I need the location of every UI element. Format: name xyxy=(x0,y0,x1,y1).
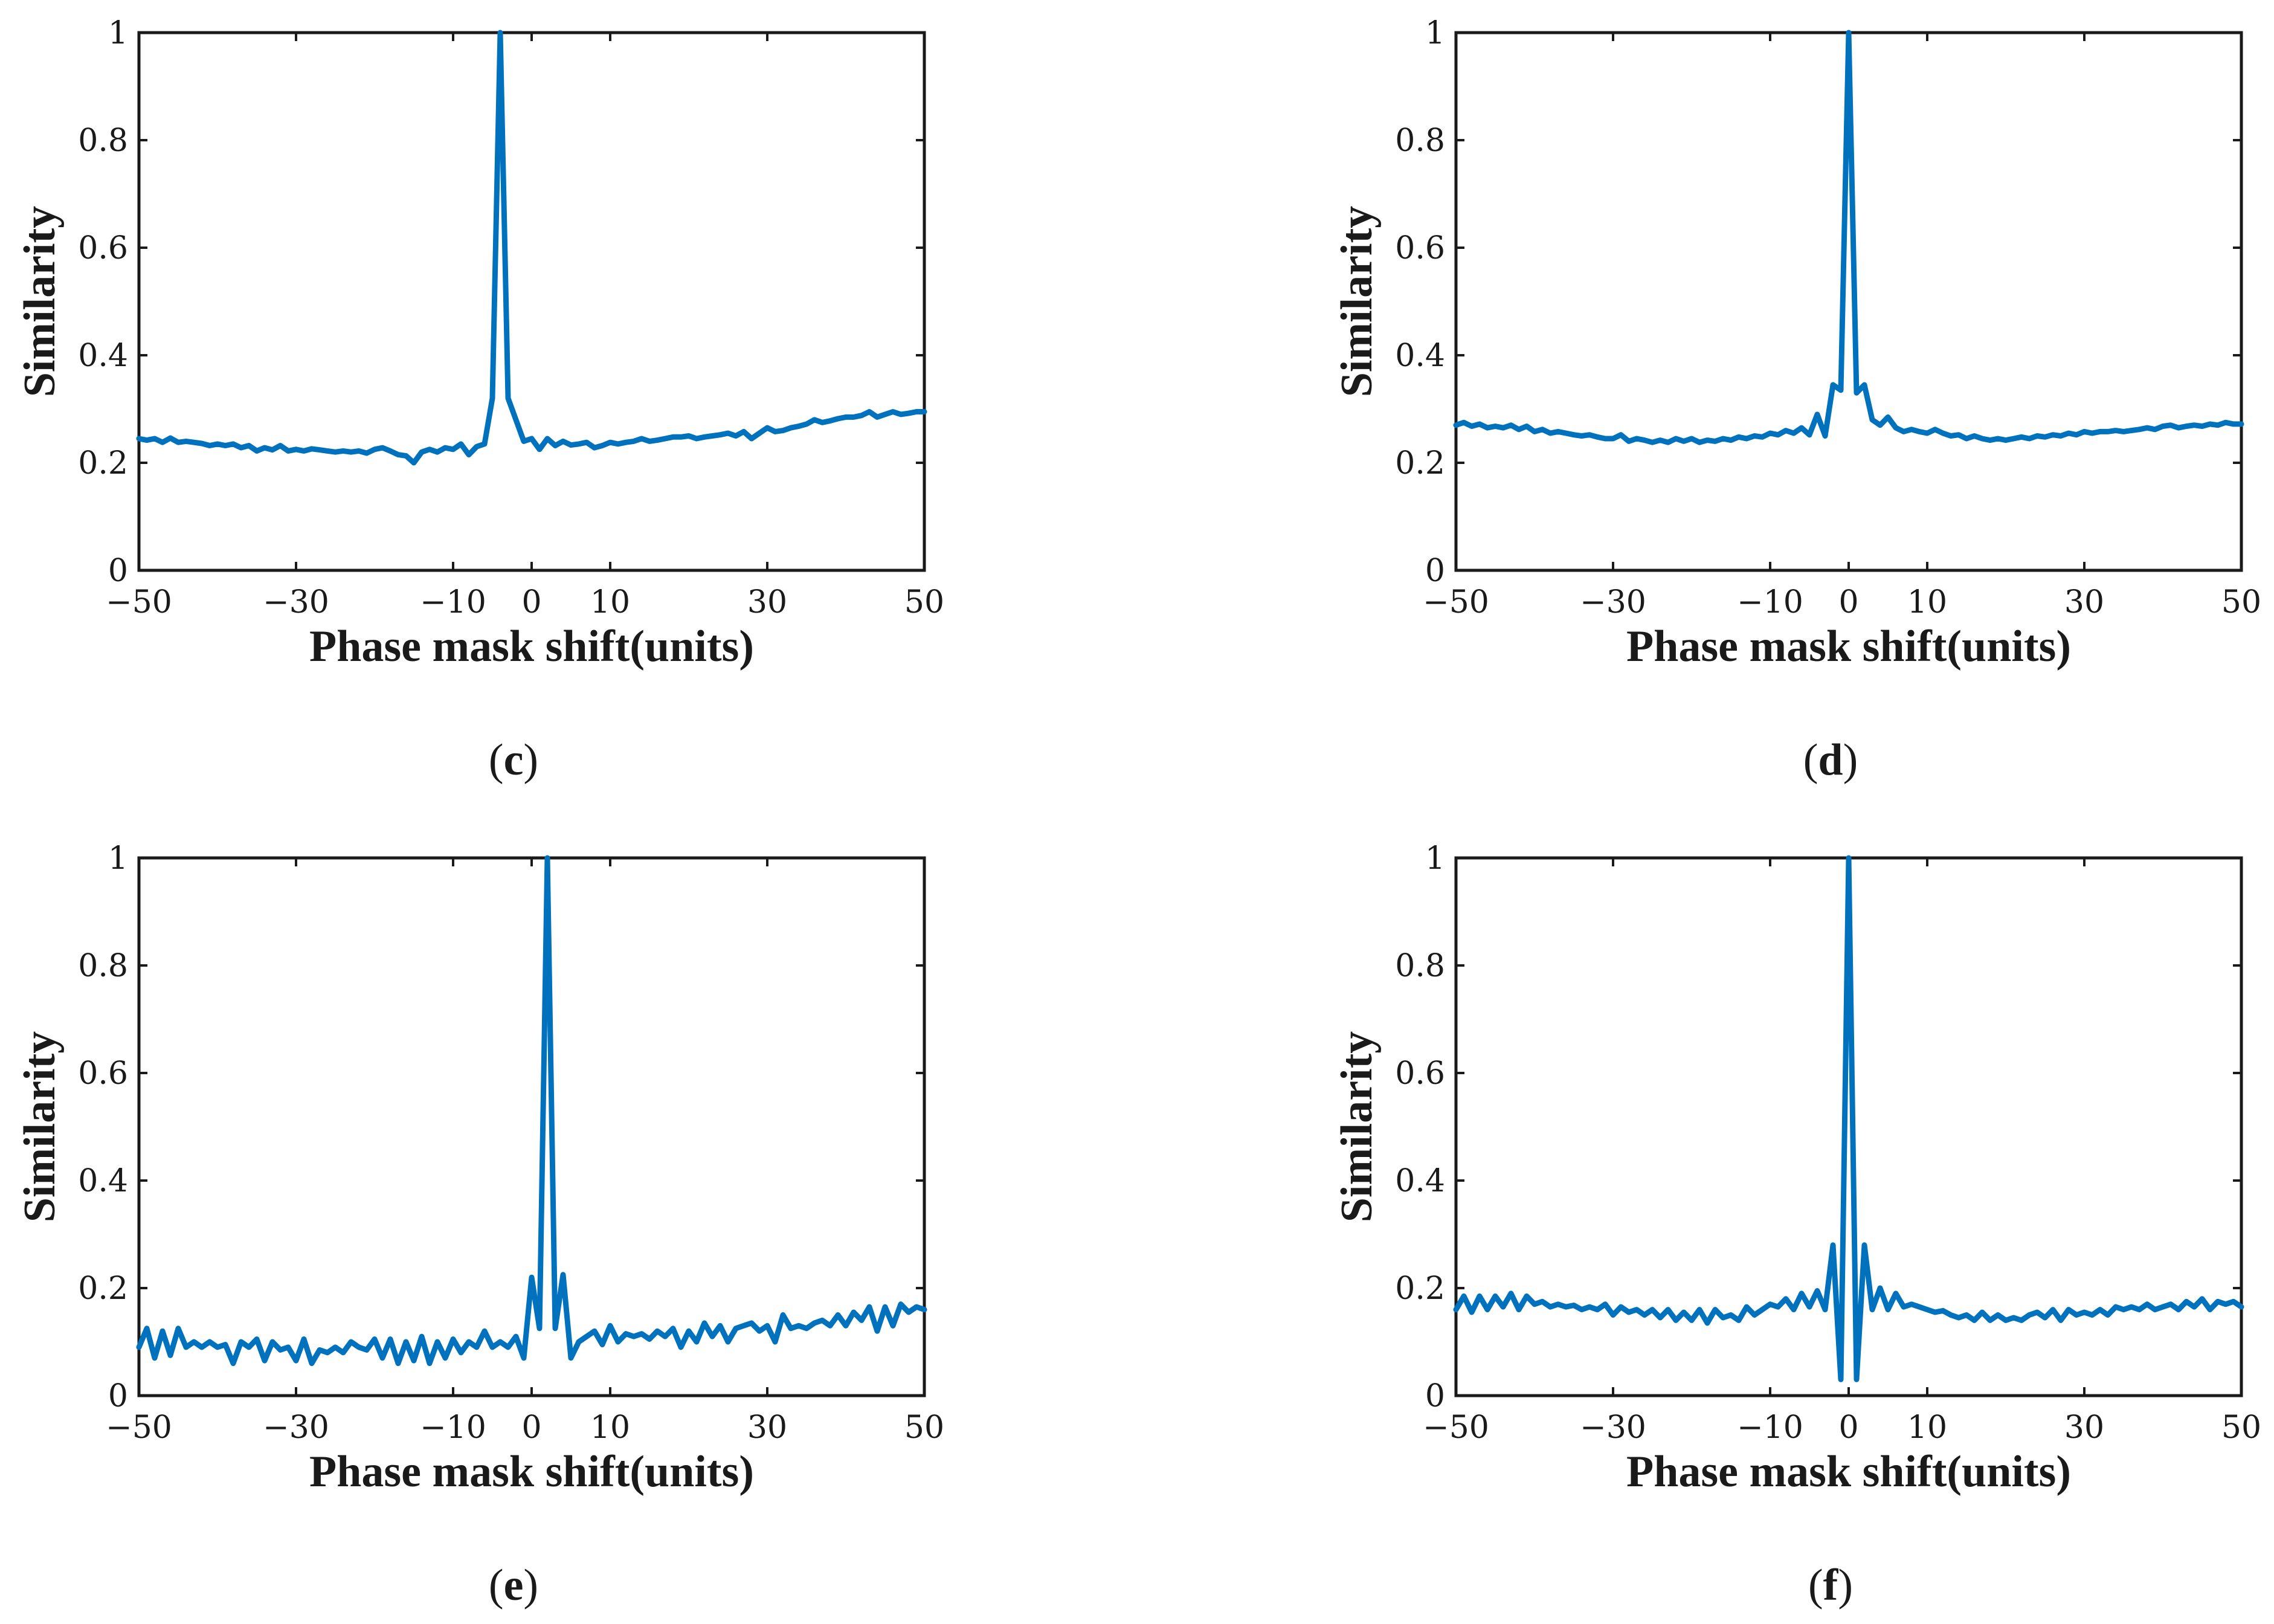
y-tick-labels: 0 0.2 0.4 0.6 0.8 1 xyxy=(78,15,128,589)
caption-open-paren: ( xyxy=(489,735,504,785)
y-tick-label: 1 xyxy=(108,15,128,51)
x-tick-label: 0 xyxy=(521,584,541,620)
caption-close-paren: ) xyxy=(523,735,538,785)
caption-letter: d xyxy=(1818,735,1843,785)
tick-marks xyxy=(138,857,926,1397)
y-tick-label: 0 xyxy=(1425,1378,1445,1414)
caption-close-paren: ) xyxy=(523,1561,538,1610)
chart-panel-e: 0 0.2 0.4 0.6 0.8 1 −50 −30 −10 0 10 30 50 Phase ma… xyxy=(15,840,944,1610)
x-axis-label: Phase mask shift(units) xyxy=(1626,622,2071,671)
caption-open-paren: ( xyxy=(1803,735,1818,785)
y-tick-label: 0.4 xyxy=(1395,1163,1445,1199)
x-tick-label: −50 xyxy=(106,584,172,620)
y-tick-label: 1 xyxy=(1425,15,1445,51)
tick-marks xyxy=(138,31,926,572)
y-axis-label: Similarity xyxy=(15,1031,65,1223)
caption-open-paren: ( xyxy=(1808,1561,1823,1610)
x-tick-label: −10 xyxy=(420,584,486,620)
x-tick-label: −50 xyxy=(106,1410,172,1446)
x-tick-label: 50 xyxy=(2221,1410,2261,1446)
x-tick-label: 10 xyxy=(1907,584,1947,620)
x-tick-label: −10 xyxy=(420,1410,486,1446)
caption-letter: e xyxy=(504,1561,524,1610)
x-axis-label: Phase mask shift(units) xyxy=(309,1447,754,1497)
y-tick-labels: 0 0.2 0.4 0.6 0.8 1 xyxy=(1395,15,1445,589)
x-tick-label: 50 xyxy=(2221,584,2261,620)
caption-close-paren: ) xyxy=(1843,735,1858,785)
y-tick-label: 0.2 xyxy=(1395,1271,1445,1307)
y-tick-label: 1 xyxy=(1425,840,1445,877)
similarity-line xyxy=(1453,855,2244,1382)
y-axis-label: Similarity xyxy=(15,206,65,398)
x-tick-labels: −50 −30 −10 0 10 30 50 xyxy=(1423,1410,2261,1446)
chart-panel-f: 0 0.2 0.4 0.6 0.8 1 −50 −30 −10 0 10 30 50 Phase ma… xyxy=(1332,840,2261,1610)
caption-close-paren: ) xyxy=(1838,1561,1853,1610)
y-axis-label: Similarity xyxy=(1332,1031,1382,1223)
caption-letter: f xyxy=(1823,1561,1839,1610)
y-tick-label: 0.6 xyxy=(1395,230,1445,266)
caption-open-paren: ( xyxy=(489,1561,504,1610)
plot-frame xyxy=(137,31,926,572)
x-tick-label: 50 xyxy=(904,1410,944,1446)
chart-panel-d: 0 0.2 0.4 0.6 0.8 1 −50 −30 −10 0 10 30 50 Phase ma… xyxy=(1332,15,2261,785)
y-tick-label: 0 xyxy=(1425,553,1445,589)
x-tick-label: 10 xyxy=(590,1410,630,1446)
y-tick-label: 0.8 xyxy=(78,123,128,159)
x-tick-label: 0 xyxy=(521,1410,541,1446)
y-tick-labels: 0 0.2 0.4 0.6 0.8 1 xyxy=(1395,840,1445,1414)
chart-panel-c: 0 0.2 0.4 0.6 0.8 1 −50 −30 −10 0 10 30 50 Phase ma… xyxy=(15,15,944,785)
y-tick-label: 0 xyxy=(108,1378,128,1414)
x-tick-labels: −50 −30 −10 0 10 30 50 xyxy=(1423,584,2261,620)
panel-caption: (f) xyxy=(1808,1561,1853,1610)
y-tick-label: 0.2 xyxy=(78,1271,128,1307)
panel-caption: (d) xyxy=(1803,735,1858,785)
x-tick-label: 0 xyxy=(1838,1410,1858,1446)
x-tick-label: 50 xyxy=(904,584,944,620)
y-tick-label: 0.6 xyxy=(78,230,128,266)
x-tick-label: −30 xyxy=(1580,1410,1646,1446)
y-tick-label: 0.4 xyxy=(78,1163,128,1199)
x-tick-labels: −50 −30 −10 0 10 30 50 xyxy=(106,1410,944,1446)
y-tick-label: 0.6 xyxy=(1395,1055,1445,1092)
y-tick-label: 0 xyxy=(108,553,128,589)
x-axis-label: Phase mask shift(units) xyxy=(1626,1447,2071,1497)
y-tick-label: 0.8 xyxy=(1395,123,1445,159)
x-tick-label: 30 xyxy=(747,1410,787,1446)
y-tick-labels: 0 0.2 0.4 0.6 0.8 1 xyxy=(78,840,128,1414)
y-tick-label: 0.6 xyxy=(78,1055,128,1092)
x-tick-label: 30 xyxy=(2064,1410,2104,1446)
y-tick-label: 0.8 xyxy=(1395,948,1445,984)
x-tick-label: 10 xyxy=(1907,1410,1947,1446)
x-tick-label: −50 xyxy=(1423,584,1489,620)
x-tick-label: 0 xyxy=(1838,584,1858,620)
y-tick-label: 0.2 xyxy=(1395,445,1445,482)
panel-caption: (e) xyxy=(489,1561,538,1610)
x-tick-label: 10 xyxy=(590,584,630,620)
similarity-line xyxy=(136,855,927,1367)
x-tick-label: −10 xyxy=(1737,1410,1803,1446)
caption-letter: c xyxy=(504,735,524,785)
x-tick-labels: −50 −30 −10 0 10 30 50 xyxy=(106,584,944,620)
x-axis-label: Phase mask shift(units) xyxy=(309,622,754,671)
y-axis-label: Similarity xyxy=(1332,206,1382,398)
x-tick-label: −30 xyxy=(263,584,329,620)
x-tick-label: 30 xyxy=(2064,584,2104,620)
x-tick-label: −30 xyxy=(263,1410,329,1446)
y-tick-label: 0.4 xyxy=(78,338,128,374)
x-tick-label: −50 xyxy=(1423,1410,1489,1446)
x-tick-label: −10 xyxy=(1737,584,1803,620)
y-tick-label: 0.8 xyxy=(78,948,128,984)
x-tick-label: −30 xyxy=(1580,584,1646,620)
x-tick-label: 30 xyxy=(747,584,787,620)
similarity-line xyxy=(136,30,927,466)
y-tick-label: 1 xyxy=(108,840,128,877)
y-tick-label: 0.2 xyxy=(78,445,128,482)
plot-frame xyxy=(137,856,926,1397)
y-tick-label: 0.4 xyxy=(1395,338,1445,374)
panel-caption: (c) xyxy=(489,735,538,785)
similarity-line xyxy=(1453,30,2244,445)
